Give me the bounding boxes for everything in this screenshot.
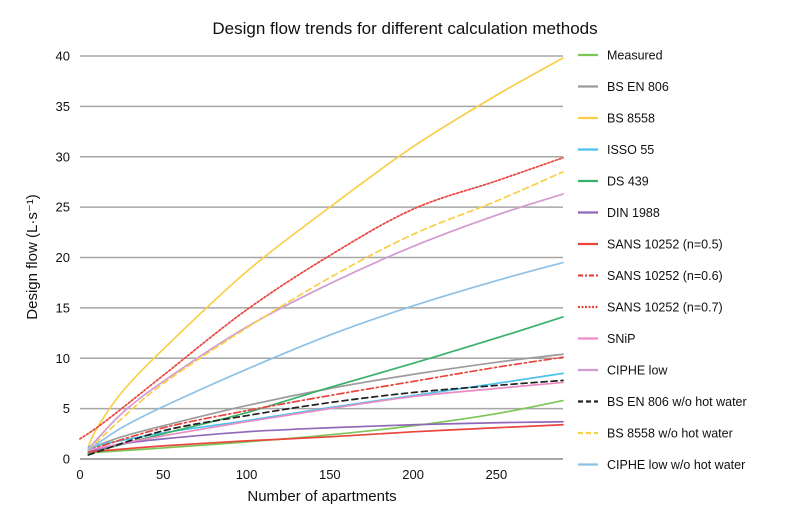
x-tick-label: 250: [486, 467, 508, 482]
legend-label-sans-10252-n-0-5: SANS 10252 (n=0.5): [607, 238, 723, 252]
y-axis-title: Design flow (L·s⁻¹): [24, 194, 41, 319]
legend-label-sans-10252-n-0-7: SANS 10252 (n=0.7): [607, 301, 723, 315]
series-line-measured: [87, 399, 564, 454]
y-tick-label: 15: [56, 300, 70, 315]
legend-label-bs-en-806: BS EN 806: [607, 80, 669, 94]
x-tick-label: 150: [319, 467, 341, 482]
series-line-snip: [87, 381, 564, 451]
grid-layer: [80, 55, 563, 410]
series-line-bs-en-806: [87, 353, 564, 450]
series-line-ciphe-low: [87, 193, 564, 450]
x-axis-title: Number of apartments: [247, 488, 396, 505]
series-line-sans-10252-n-0-6: [87, 356, 564, 451]
legend-label-bs-en-806-w-o-hot-water: BS EN 806 w/o hot water: [607, 395, 747, 409]
legend-label-isso-55: ISSO 55: [607, 143, 654, 157]
legend-label-measured: Measured: [607, 49, 663, 63]
x-tick-label: 100: [236, 467, 258, 482]
chart-title: Design flow trends for different calcula…: [212, 19, 597, 38]
y-tick-label: 5: [63, 401, 70, 416]
series-line-ciphe-low-w-o-hot-water: [87, 261, 564, 451]
legend-label-sans-10252-n-0-6: SANS 10252 (n=0.6): [607, 269, 723, 283]
series-layer: [79, 57, 564, 456]
legend-label-ds-439: DS 439: [607, 175, 649, 189]
y-tick-label: 25: [56, 200, 70, 215]
legend-label-ciphe-low: CIPHE low: [607, 364, 668, 378]
x-tick-label: 50: [156, 467, 170, 482]
y-tick-label: 20: [56, 250, 70, 265]
series-line-ds-439: [87, 316, 564, 454]
series-line-sans-10252-n-0-7: [79, 156, 564, 440]
legend-label-bs-8558-w-o-hot-water: BS 8558 w/o hot water: [607, 427, 733, 441]
legend-label-snip: SNiP: [607, 332, 635, 346]
series-line-sans-10252-n-0-5: [87, 423, 564, 453]
x-tick-label: 0: [76, 467, 83, 482]
axis-layer: 0 5 10 15 20 25 30 35 40 0 50 100 150 200 250: [56, 49, 563, 482]
series-line-bs-8558: [87, 57, 564, 448]
y-tick-label: 30: [56, 149, 70, 164]
series-line-isso-55: [87, 372, 564, 448]
y-tick-label: 0: [63, 452, 70, 467]
series-line-bs-8558-w-o-hot-water: [87, 171, 564, 451]
y-tick-label: 35: [56, 99, 70, 114]
legend: Measured BS EN 806 BS 8558 ISSO 55 DS 439 DIN…: [578, 49, 747, 472]
x-tick-label: 200: [402, 467, 424, 482]
legend-label-din-1988: DIN 1988: [607, 206, 660, 220]
y-tick-label: 40: [56, 49, 70, 64]
y-tick-label: 10: [56, 351, 70, 366]
legend-label-ciphe-low-w-o-hot-water: CIPHE low w/o hot water: [607, 458, 745, 472]
series-line-bs-en-806-w-o-hot-water: [87, 379, 564, 456]
legend-label-bs-8558: BS 8558: [607, 112, 655, 126]
